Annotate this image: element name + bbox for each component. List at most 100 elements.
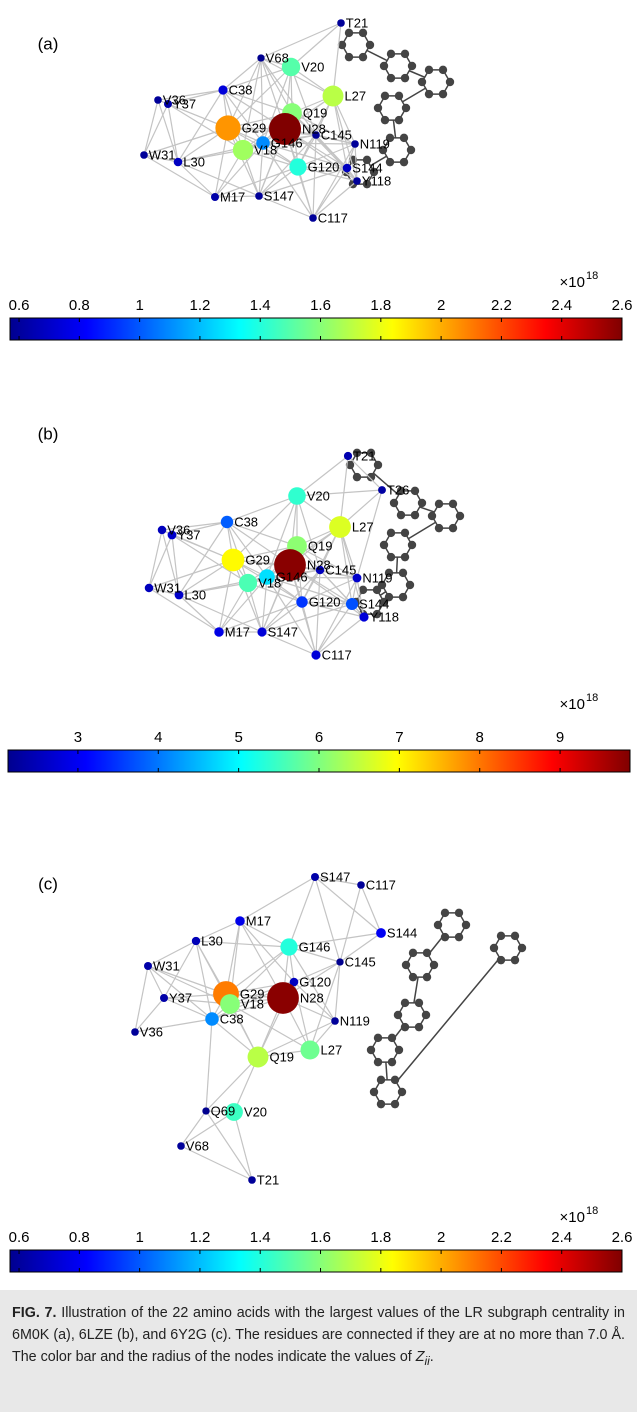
node-label: W31 — [154, 580, 181, 595]
edge — [149, 530, 162, 588]
node — [154, 96, 162, 104]
node-label: Y37 — [177, 527, 200, 542]
ligand-atom — [401, 999, 409, 1007]
panel: (c)S147C117M17S144L30G146C145W31G120G29N… — [9, 869, 633, 1272]
ligand-ring — [374, 1080, 402, 1104]
node — [255, 192, 263, 200]
ligand-atom — [462, 921, 470, 929]
ligand-atom — [377, 1100, 385, 1108]
ligand-atom — [430, 961, 438, 969]
node — [160, 994, 168, 1002]
ligand-atom — [497, 932, 505, 940]
node-label: Q19 — [308, 538, 333, 553]
panel-label: (c) — [38, 874, 58, 893]
colorbar-tick-label: 7 — [395, 729, 403, 746]
node — [311, 650, 320, 659]
ligand-atom — [391, 1100, 399, 1108]
ligand-atom — [388, 1058, 396, 1066]
ligand-atom — [439, 90, 447, 98]
node-label: V18 — [258, 575, 281, 590]
ligand-atom — [435, 524, 443, 532]
panel: (b)T21V20T26C38V36Y37L27Q19G29N28C145G14… — [8, 424, 630, 772]
edge — [316, 578, 357, 655]
ligand-atom — [418, 78, 426, 86]
node-label: Q19 — [269, 1049, 294, 1064]
edge — [302, 602, 316, 655]
ligand-atom — [370, 1088, 378, 1096]
node — [248, 1176, 256, 1184]
colorbar-tick-label: 1.2 — [190, 1229, 211, 1246]
ligand-atom — [366, 41, 374, 49]
node-label: L27 — [352, 519, 374, 534]
node — [351, 140, 359, 148]
node — [177, 1142, 185, 1150]
node-label: N28 — [300, 990, 324, 1005]
caption-end: . — [430, 1349, 434, 1365]
caption: FIG. 7. Illustration of the 22 amino aci… — [0, 1290, 637, 1412]
node-label: C117 — [318, 210, 348, 225]
node-label: N119 — [360, 136, 390, 151]
colorbar-tick-label: 2 — [437, 1229, 445, 1246]
colorbar-tick-label: 0.6 — [9, 1229, 30, 1246]
node — [280, 938, 297, 955]
node — [257, 627, 266, 636]
node-label: N119 — [362, 570, 392, 585]
node — [211, 193, 219, 201]
colorbar-tick-label: 1.6 — [310, 1229, 331, 1246]
node-label: V20 — [244, 1104, 267, 1119]
node-label: V20 — [307, 488, 330, 503]
node-label: G120 — [308, 159, 340, 174]
colorbar-tick-label: 4 — [154, 729, 162, 746]
node-label: C117 — [366, 877, 396, 892]
colorbar-exponent: 18 — [586, 1205, 598, 1217]
ligand-atom — [455, 933, 463, 941]
ligand-atom — [374, 104, 382, 112]
node — [353, 177, 361, 185]
node-label: S147 — [320, 869, 350, 884]
node — [267, 982, 299, 1014]
node — [311, 873, 319, 881]
ligand-atom — [399, 593, 407, 601]
node-label: Y118 — [370, 609, 399, 624]
colorbar-exponent: 18 — [586, 270, 598, 282]
ligand-atom — [456, 512, 464, 520]
ligand-atom — [423, 973, 431, 981]
ligand-atom — [380, 62, 388, 70]
node-label: G29 — [245, 552, 270, 567]
node-label: T21 — [257, 1172, 279, 1187]
colorbar-tick-label: 1.8 — [370, 1229, 391, 1246]
ligand-atom — [394, 1011, 402, 1019]
node-label: M17 — [246, 913, 271, 928]
node-label: M17 — [220, 189, 245, 204]
ligand-atom — [406, 581, 414, 589]
ligand-atom — [428, 512, 436, 520]
ligand-atom — [398, 1088, 406, 1096]
node-label: T21 — [353, 448, 375, 463]
ligand-ring — [494, 936, 522, 960]
colorbar-tick-label: 3 — [74, 729, 82, 746]
ligand-ring — [406, 953, 434, 977]
node-label: S147 — [264, 188, 294, 203]
ligand-atom — [408, 62, 416, 70]
colorbar-tick-label: 1.6 — [310, 297, 331, 314]
ligand-atom — [511, 932, 519, 940]
panel: (a)T21V68V20C38V36Y37L27Q19G29N28C145G14… — [9, 15, 633, 340]
node-label: L27 — [344, 88, 366, 103]
ligand-atom — [415, 1023, 423, 1031]
edge — [206, 1019, 212, 1111]
ligand-atom — [518, 944, 526, 952]
ligand-atom — [401, 50, 409, 58]
node-label: C38 — [220, 1011, 244, 1026]
colorbar — [10, 318, 622, 340]
ligand-ring — [398, 1003, 426, 1027]
colorbar-tick-label: 2 — [437, 297, 445, 314]
ligand-ring — [384, 54, 412, 78]
ligand-atom — [408, 541, 416, 549]
node — [378, 486, 386, 494]
colorbar-tick-label: 8 — [476, 729, 484, 746]
ligand-ring — [378, 96, 406, 120]
ligand-atom — [449, 524, 457, 532]
node-label: C117 — [322, 647, 352, 662]
ligand-atom — [441, 909, 449, 917]
ligand-atom — [400, 158, 408, 166]
